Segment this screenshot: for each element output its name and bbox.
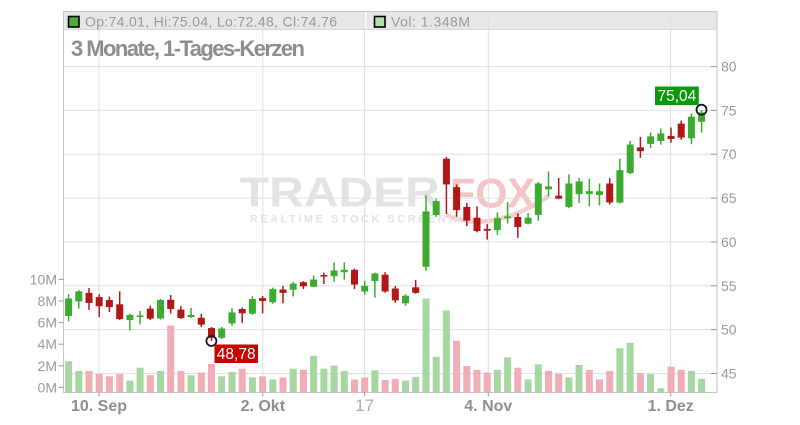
svg-text:80: 80 bbox=[721, 59, 737, 75]
svg-text:6M: 6M bbox=[38, 315, 57, 331]
svg-text:1. Dez: 1. Dez bbox=[648, 398, 694, 415]
svg-text:10M: 10M bbox=[30, 271, 57, 287]
svg-text:2. Okt: 2. Okt bbox=[241, 398, 286, 415]
svg-text:2M: 2M bbox=[38, 358, 57, 374]
svg-text:4M: 4M bbox=[38, 336, 57, 352]
svg-text:55: 55 bbox=[721, 278, 737, 294]
svg-text:10. Sep: 10. Sep bbox=[71, 398, 127, 415]
svg-text:75: 75 bbox=[721, 102, 737, 118]
svg-text:70: 70 bbox=[721, 146, 737, 162]
svg-text:TRADER: TRADER bbox=[240, 169, 440, 216]
svg-text:3 Monate, 1-Tages-Kerzen: 3 Monate, 1-Tages-Kerzen bbox=[71, 36, 305, 61]
svg-text:4. Nov: 4. Nov bbox=[464, 398, 512, 415]
svg-text:45: 45 bbox=[721, 366, 737, 382]
svg-text:Op:74.01, Hi:75.04, Lo:72.48,: Op:74.01, Hi:75.04, Lo:72.48, Cl:74.76 bbox=[85, 14, 337, 30]
svg-text:17: 17 bbox=[355, 396, 374, 415]
svg-text:65: 65 bbox=[721, 190, 737, 206]
svg-text:0M: 0M bbox=[38, 379, 57, 395]
svg-text:48,78: 48,78 bbox=[217, 346, 256, 363]
svg-text:REALTIME STOCK SCREENING: REALTIME STOCK SCREENING bbox=[250, 214, 473, 226]
svg-text:60: 60 bbox=[721, 234, 737, 250]
svg-text:8M: 8M bbox=[38, 293, 57, 309]
svg-text:Vol: 1.348M: Vol: 1.348M bbox=[391, 14, 470, 30]
svg-text:75,04: 75,04 bbox=[658, 88, 697, 105]
svg-text:50: 50 bbox=[721, 322, 737, 338]
